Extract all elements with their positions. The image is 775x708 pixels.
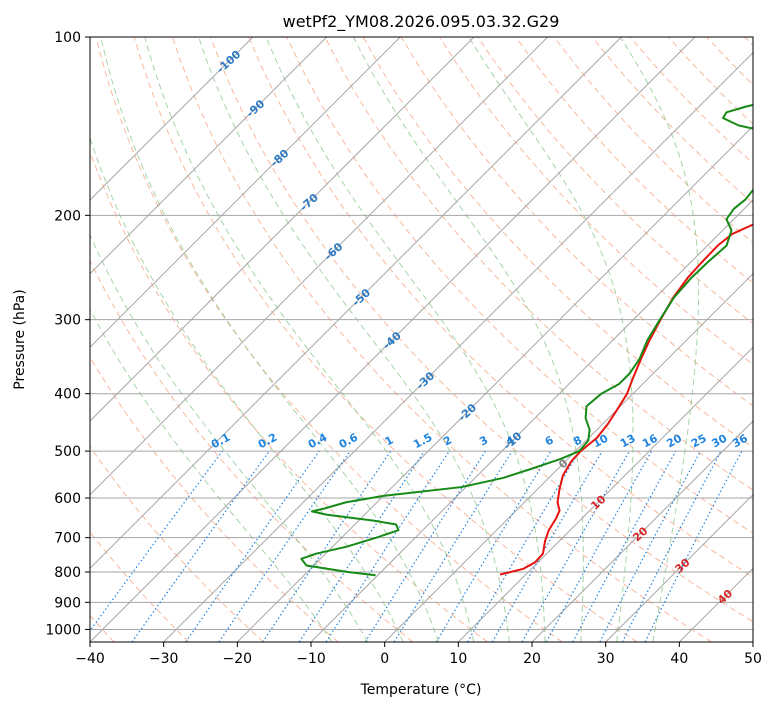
moist-adiabat-line (144, 37, 475, 642)
x-axis-label: Temperature (°C) (360, 682, 482, 698)
y-axis-label: Pressure (hPa) (12, 289, 28, 389)
dry-adiabat-line (90, 356, 339, 642)
mixing-ratio-label: 30 (710, 432, 730, 451)
moist-adiabat-line (100, 37, 439, 642)
dry-adiabat-line (95, 37, 563, 642)
mixing-ratio-label: 20 (664, 432, 684, 451)
x-tick-label: 20 (523, 651, 541, 667)
moist-adiabat-line (90, 233, 369, 642)
dry-adiabat-line (324, 37, 753, 491)
moist-adiabat-line (265, 37, 546, 642)
isotherm-line (384, 272, 753, 642)
mixing-ratio-line (572, 450, 677, 642)
y-tick-label: 300 (54, 313, 81, 329)
dry-adiabat-line (90, 445, 264, 642)
isotherm-line (90, 37, 401, 349)
x-tick-label: −20 (223, 651, 253, 667)
mixing-ratio-line (521, 450, 631, 642)
mixing-ratio-line (90, 450, 223, 632)
x-tick-label: 10 (449, 651, 467, 667)
profile-lines (300, 103, 753, 577)
isotherm-line (163, 51, 753, 642)
isotherm-line (310, 199, 753, 642)
mixing-ratio-line (262, 450, 392, 642)
moist-adiabat-line (90, 136, 404, 642)
chart-title: wetPf2_YM08.2026.095.03.32.G29 (283, 12, 560, 32)
mixing-ratio-line (185, 450, 320, 642)
isotherm-line (531, 420, 753, 642)
mixing-ratio-line (325, 450, 450, 642)
y-tick-label: 800 (54, 565, 81, 581)
y-axis: 100 200 300 400 500 600 700 800 900 1000 (45, 30, 90, 638)
mixing-ratio-label: 13 (618, 432, 638, 451)
dry-adiabat-line (171, 37, 712, 642)
mixing-ratio-line (218, 450, 351, 642)
y-tick-label: 900 (54, 595, 81, 611)
moist-adiabat-line (90, 308, 333, 642)
isotherms (90, 37, 753, 642)
y-tick-label: 400 (54, 387, 81, 403)
isotherm-line (236, 125, 753, 642)
isotherm-line (90, 37, 328, 275)
y-tick-label: 500 (54, 444, 81, 460)
dry-adiabat-line (90, 259, 414, 642)
plot-frame (89, 36, 754, 643)
dry-adiabat-line (133, 37, 638, 642)
moist-adiabat-line (619, 37, 700, 642)
moist-adiabat-line (198, 37, 510, 642)
x-tick-label: 40 (670, 651, 688, 667)
mixing-ratio-label: 16 (640, 432, 660, 451)
y-tick-label: 600 (54, 491, 81, 507)
isotherm-line (90, 37, 475, 422)
isotherm-line (457, 346, 753, 642)
x-tick-label: −30 (149, 651, 179, 667)
x-axis: −40 −30 −20 −10 0 10 20 30 40 50 (75, 642, 762, 667)
mixing-ratio-line (393, 450, 513, 642)
x-tick-label: 0 (380, 651, 389, 667)
dry-adiabat-line (248, 37, 753, 578)
x-tick-label: 50 (744, 651, 762, 667)
mixing-ratio-label: 36 (730, 432, 750, 451)
y-tick-label: 100 (54, 30, 81, 46)
mixing-ratio-line (131, 450, 270, 642)
isotherm-line (605, 493, 753, 642)
isotherm-line (90, 37, 549, 496)
moist-adiabats (90, 37, 700, 642)
x-tick-label: −10 (296, 651, 326, 667)
x-tick-label: −40 (75, 651, 105, 667)
dewpoint-profile-line (300, 103, 753, 577)
isotherm-line (90, 37, 696, 642)
dry-adiabat-line (286, 37, 753, 534)
x-tick-label: 30 (597, 651, 615, 667)
mixing-ratio-label: 25 (689, 432, 709, 451)
y-tick-label: 1000 (45, 622, 81, 638)
y-tick-label: 700 (54, 531, 81, 547)
y-tick-label: 200 (54, 208, 81, 224)
mixing-ratio-label: 10 (591, 432, 611, 451)
isotherm-line (90, 37, 254, 201)
moist-adiabat-line (352, 37, 584, 642)
mixing-ratio-line (545, 450, 653, 642)
dry-adiabat-line (515, 37, 753, 284)
mixing-ratio-line (644, 450, 743, 642)
isotherm-line (90, 37, 622, 570)
